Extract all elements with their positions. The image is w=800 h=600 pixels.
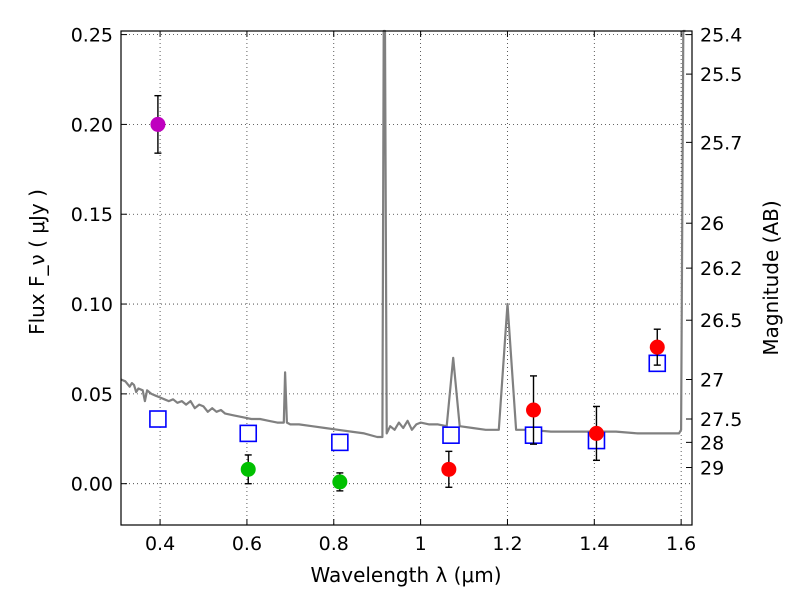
model-photometry-square [239,424,258,443]
mag-tick-label: 25.4 [700,25,742,47]
x-axis-title: Wavelength λ (μm) [310,563,501,587]
y-tick-label: 0.05 [71,384,113,406]
model-photometry-square [149,410,167,428]
mag-tick-label: 26.5 [700,310,742,332]
mag-tick-label: 26.2 [700,258,742,280]
observed-photometry-point [588,425,604,441]
observed-photometry-point [240,461,256,477]
mag-tick-label: 28 [700,432,724,454]
mag-tick-label: 25.5 [700,64,742,86]
y2-axis-title: Magnitude (AB) [759,200,783,355]
observed-photometry-point [526,402,542,418]
y-tick-label: 0.15 [71,204,113,226]
points-layer [149,94,667,492]
spectrum-layer [120,29,686,439]
x-tick-label: 0.6 [232,533,262,555]
observed-photometry-point [332,474,348,490]
x-tick-label: 1 [415,533,427,555]
y-tick-label: 0.20 [71,114,113,136]
mag-tick-label: 26 [700,213,724,235]
mag-tick-label: 25.7 [700,132,742,154]
model-spectrum-line [120,29,686,439]
model-photometry-square [331,433,349,452]
model-photometry-square [442,426,460,444]
observed-photometry-point [649,339,665,355]
axes-layer: 0.4 0.6 0.8 1 1.2 1.4 1.6 0.00 0.05 0.10 0.15 0.20 0… [71,25,743,555]
grid-layer [121,31,692,525]
mag-tick-label: 27.5 [700,409,742,431]
y-tick-label: 0.10 [71,294,113,316]
observed-photometry-point [150,116,166,132]
observed-photometry-point [441,461,457,477]
mag-tick-label: 29 [700,458,724,480]
x-tick-label: 1.2 [492,533,522,555]
y-axis-title: Flux F_ν ( μJy ) [25,189,49,335]
x-tick-label: 1.6 [666,533,696,555]
y-tick-label: 0.25 [71,25,113,47]
mag-tick-label: 27 [700,369,724,391]
plot-frame [120,30,693,526]
x-tick-label: 0.8 [319,533,349,555]
x-tick-label: 1.4 [579,533,609,555]
x-tick-label: 0.4 [145,533,175,555]
y-tick-label: 0.00 [71,474,113,496]
